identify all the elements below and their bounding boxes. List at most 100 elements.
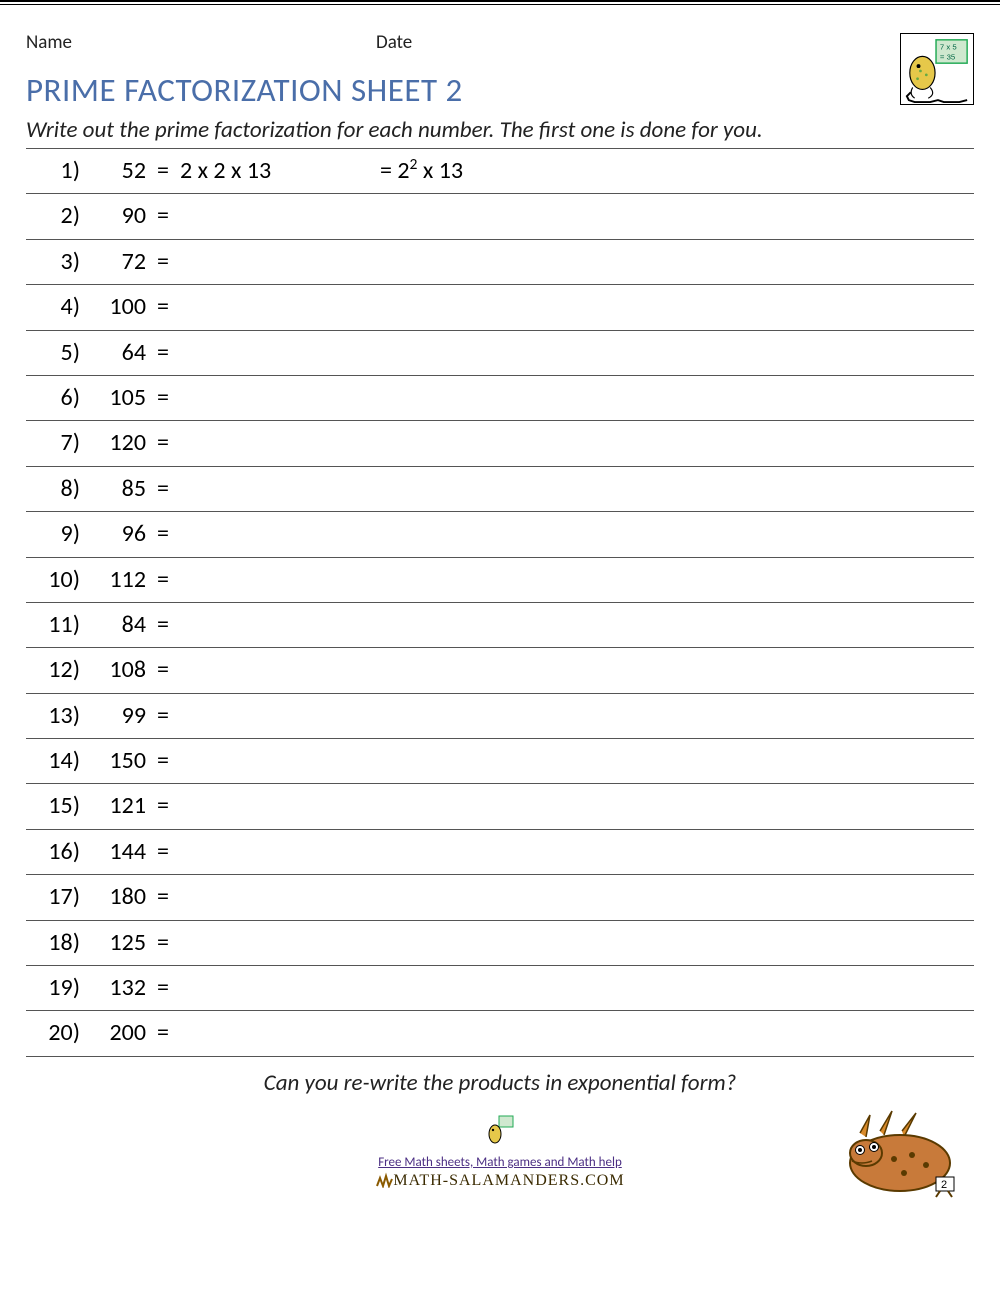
table-row: 11)84= [26, 602, 974, 647]
table-row: 9)96= [26, 512, 974, 557]
table-row: 17)180= [26, 875, 974, 920]
table-row: 8)85= [26, 466, 974, 511]
problem-number: 11) [26, 602, 84, 647]
svg-text:2: 2 [941, 1179, 947, 1191]
table-row: 14)150= [26, 739, 974, 784]
problem-value: 90 [84, 194, 150, 239]
equals-sign: = [150, 602, 176, 647]
table-row: 4)100= [26, 285, 974, 330]
problem-number: 10) [26, 557, 84, 602]
table-row: 10)112= [26, 557, 974, 602]
table-row: 12)108= [26, 648, 974, 693]
problem-value: 125 [84, 920, 150, 965]
answer-cell [176, 330, 376, 375]
table-row: 1)52=2 x 2 x 13= 22 x 13 [26, 149, 974, 194]
answer-cell [176, 421, 376, 466]
exp-suffix: x 13 [417, 156, 463, 185]
problem-number: 9) [26, 512, 84, 557]
exponential-cell: = 22 x 13 [376, 149, 974, 194]
table-row: 16)144= [26, 829, 974, 874]
problem-number: 8) [26, 466, 84, 511]
problem-number: 14) [26, 739, 84, 784]
exponential-cell [376, 194, 974, 239]
problem-value: 200 [84, 1011, 150, 1056]
footer-site-text: MATH-SALAMANDERS.COM [393, 1172, 624, 1189]
table-row: 13)99= [26, 693, 974, 738]
equals-sign: = [150, 375, 176, 420]
exponential-cell [376, 693, 974, 738]
answer-cell [176, 784, 376, 829]
problem-number: 5) [26, 330, 84, 375]
answer-cell [176, 194, 376, 239]
date-label: Date [376, 31, 412, 54]
header-row: Name Date PRIME FACTORIZATION SHEET 2 7 … [26, 31, 974, 116]
problem-number: 3) [26, 239, 84, 284]
exponential-cell [376, 648, 974, 693]
name-date-row: Name Date [26, 31, 900, 54]
answer-cell [176, 239, 376, 284]
equals-sign: = [150, 1011, 176, 1056]
problem-value: 108 [84, 648, 150, 693]
equals-sign: = [150, 194, 176, 239]
equals-sign: = [150, 920, 176, 965]
problem-value: 52 [84, 149, 150, 194]
answer-cell [176, 512, 376, 557]
bottom-question: Can you re-write the products in exponen… [26, 1069, 974, 1097]
top-double-rule [0, 0, 1000, 5]
equals-sign: = [150, 966, 176, 1011]
problem-number: 15) [26, 784, 84, 829]
problem-number: 17) [26, 875, 84, 920]
problem-value: 121 [84, 784, 150, 829]
equals-sign: = [150, 693, 176, 738]
table-row: 5)64= [26, 330, 974, 375]
equals-sign: = [150, 466, 176, 511]
equals-sign: = [150, 285, 176, 330]
problem-value: 64 [84, 330, 150, 375]
name-label: Name [26, 31, 376, 54]
table-row: 18)125= [26, 920, 974, 965]
answer-cell [176, 966, 376, 1011]
table-row: 7)120= [26, 421, 974, 466]
exponential-cell [376, 966, 974, 1011]
answer-cell [176, 875, 376, 920]
problem-number: 12) [26, 648, 84, 693]
corner-salamander-icon: 2 [830, 1103, 970, 1203]
exponential-cell [376, 421, 974, 466]
problem-number: 13) [26, 693, 84, 738]
problem-value: 132 [84, 966, 150, 1011]
answer-cell [176, 648, 376, 693]
exponential-cell [376, 875, 974, 920]
equals-sign: = [150, 149, 176, 194]
equals-sign: = [150, 512, 176, 557]
exponential-cell [376, 829, 974, 874]
exponential-cell [376, 330, 974, 375]
equals-sign: = [150, 784, 176, 829]
exponential-cell [376, 466, 974, 511]
equals-sign: = [150, 330, 176, 375]
problem-value: 180 [84, 875, 150, 920]
exponential-cell [376, 1011, 974, 1056]
table-row: 3)72= [26, 239, 974, 284]
problem-value: 105 [84, 375, 150, 420]
equals-sign: = [150, 648, 176, 693]
footer: Free Math sheets, Math games and Math he… [26, 1107, 974, 1197]
problem-value: 112 [84, 557, 150, 602]
answer-cell: 2 x 2 x 13 [176, 149, 376, 194]
exponential-cell [376, 557, 974, 602]
problem-number: 20) [26, 1011, 84, 1056]
table-row: 20)200= [26, 1011, 974, 1056]
problem-value: 72 [84, 239, 150, 284]
problem-number: 1) [26, 149, 84, 194]
problem-number: 18) [26, 920, 84, 965]
problem-value: 144 [84, 829, 150, 874]
problem-number: 2) [26, 194, 84, 239]
equals-sign: = [150, 829, 176, 874]
instructions: Write out the prime factorization for ea… [26, 116, 974, 144]
problem-number: 19) [26, 966, 84, 1011]
exponential-cell [376, 920, 974, 965]
footer-tagline: Free Math sheets, Math games and Math he… [375, 1155, 624, 1170]
answer-cell [176, 466, 376, 511]
answer-cell [176, 829, 376, 874]
exponential-cell [376, 784, 974, 829]
problem-value: 96 [84, 512, 150, 557]
